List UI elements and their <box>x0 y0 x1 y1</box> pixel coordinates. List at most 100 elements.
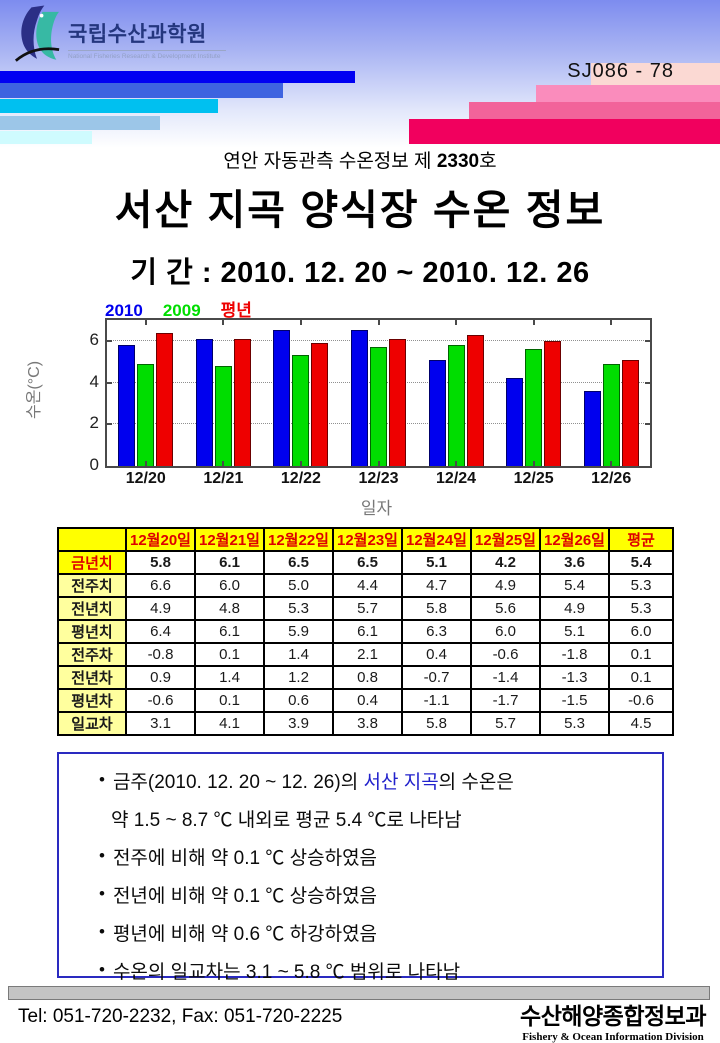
chart-bar-평년-12/20 <box>156 332 174 466</box>
table-cell: 6.3 <box>401 619 472 644</box>
table-cell: 5.6 <box>470 596 541 621</box>
table-cell: 6.5 <box>332 550 403 575</box>
left-tick-2 <box>107 423 112 426</box>
top-tick-12/21 <box>222 320 225 325</box>
x-tick-label-12/22: 12/22 <box>280 470 321 487</box>
row-label: 일교차 <box>57 711 127 736</box>
table-cell: 6.0 <box>608 619 674 644</box>
bottom-tick-12/22 <box>299 461 302 466</box>
chart-bar-2009-12/23 <box>370 347 387 466</box>
chart-bar-평년-12/23 <box>389 338 406 466</box>
deco-bar-left-1 <box>0 83 283 98</box>
summary-text: 금주(2010. 12. 20 ~ 12. 26)의 서산 지곡의 수온은 <box>112 771 514 793</box>
table-cell: 0.9 <box>125 665 196 690</box>
bullet-icon: • <box>99 960 105 979</box>
table-row: 전주차 -0.8 0.1 1.4 2.1 0.4 -0.6 -1.8 0.1 <box>57 642 674 667</box>
chart-bar-2009-12/21 <box>214 365 232 466</box>
chart-bar-평년-12/25 <box>544 340 562 466</box>
chart-bar-2010-12/20 <box>118 345 136 466</box>
table-row: 전년차 0.9 1.4 1.2 0.8 -0.7 -1.4 -1.3 0.1 <box>57 665 674 690</box>
table-cell: 0.1 <box>608 665 674 690</box>
summary-text: 평년에 비해 약 0.6 ℃ 하강하였음 <box>112 923 378 945</box>
table-cell: 5.8 <box>401 596 472 621</box>
summary-bullet-main-line2: 약 1.5 ~ 8.7 ℃ 내외로 평균 5.4 ℃로 나타남 <box>111 809 462 831</box>
chart-bar-2009-12/20 <box>137 363 155 466</box>
series-suffix: 호 <box>479 151 497 172</box>
table-cell: 1.4 <box>263 642 334 667</box>
chart-plot-area <box>105 318 652 468</box>
right-tick-6 <box>645 339 650 342</box>
x-tick-label-12/23: 12/23 <box>358 470 399 487</box>
table-row: 일교차 3.1 4.1 3.9 3.8 5.8 5.7 5.3 4.5 <box>57 711 674 736</box>
y-axis-label: 수온(°C) <box>26 360 43 420</box>
top-tick-12/23 <box>377 320 380 325</box>
temperature-data-table: 12월20일 12월21일 12월22일 12월23일 12월24일 12월25일 12월2… <box>57 527 674 736</box>
table-cell: 6.1 <box>194 619 265 644</box>
table-column-header: 12월22일 <box>263 527 334 552</box>
table-cell: 6.1 <box>194 550 265 575</box>
y-tick-label-2: 2 <box>89 413 99 433</box>
chart-bar-2010-12/22 <box>273 330 291 466</box>
left-tick-4 <box>107 381 112 384</box>
table-cell: 1.2 <box>263 665 334 690</box>
table-cell: 3.9 <box>263 711 334 736</box>
table-column-header: 12월20일 <box>125 527 196 552</box>
table-row: 평년치 6.4 6.1 5.9 6.1 6.3 6.0 5.1 6.0 <box>57 619 674 644</box>
bottom-tick-12/26 <box>610 461 613 466</box>
chart-bar-2009-12/24 <box>447 345 465 466</box>
chart-gridline-6 <box>107 339 650 341</box>
bullet-icon: • <box>99 846 105 865</box>
row-label: 평년치 <box>57 619 127 644</box>
bottom-tick-12/24 <box>455 461 458 466</box>
deco-bar-left-0 <box>0 71 355 83</box>
table-cell: 5.3 <box>263 596 334 621</box>
period-line: 기 간 : 2010. 12. 20 ~ 2010. 12. 26 <box>130 257 590 289</box>
chart-bar-2010-12/26 <box>583 390 601 466</box>
summary-text: 전년에 비해 약 0.1 ℃ 상승하였음 <box>112 885 378 907</box>
table-cell: 0.4 <box>332 688 403 713</box>
row-label: 전주치 <box>57 573 127 598</box>
chart-bar-2010-12/25 <box>506 378 524 466</box>
division-name-korean: 수산해양종합정보과 <box>520 1003 706 1029</box>
institute-name: 국립수산과학원 <box>68 23 207 46</box>
bottom-tick-12/21 <box>222 461 225 466</box>
header-band: 국립수산과학원 National Fisheries Research & De… <box>0 0 720 148</box>
chart-legend: 2010 2009 평년 <box>105 296 272 321</box>
table-cell: -0.8 <box>125 642 196 667</box>
row-label: 평년차 <box>57 688 127 713</box>
table-cell: 4.7 <box>401 573 472 598</box>
bullet-icon: • <box>99 770 105 789</box>
y-tick-label-4: 4 <box>89 371 99 391</box>
table-cell: 6.6 <box>125 573 196 598</box>
bulletin-series-line: 연안 자동관측 수온정보 제 2330호 <box>0 146 720 173</box>
bottom-tick-12/25 <box>532 461 535 466</box>
table-column-header: 12월25일 <box>470 527 541 552</box>
table-column-header: 평균 <box>608 527 674 552</box>
summary-bullet-4: • 평년에 비해 약 0.6 ℃ 하강하였음 <box>59 913 662 951</box>
deco-bar-right-1 <box>536 85 720 102</box>
document-code: SJ086 - 78 <box>567 60 674 82</box>
division-signature: 수산해양종합정보과 Fishery & Ocean Information Di… <box>520 997 706 1043</box>
contact-info: Tel: 051-720-2232, Fax: 051-720-2225 <box>18 1006 343 1027</box>
table-cell: 5.8 <box>125 550 196 575</box>
table-cell: 0.1 <box>608 642 674 667</box>
row-label: 전년치 <box>57 596 127 621</box>
table-cell: 5.1 <box>539 619 610 644</box>
table-cell: 6.5 <box>263 550 334 575</box>
deco-bar-right-3 <box>409 119 720 144</box>
page-title: 서산 지곡 양식장 수온 정보 <box>114 187 606 233</box>
chart-bar-평년-12/22 <box>311 342 329 466</box>
table-cell: -1.3 <box>539 665 610 690</box>
institute-name-english: National Fisheries Research & Developmen… <box>68 50 226 60</box>
right-tick-2 <box>645 423 650 426</box>
table-cell: -1.4 <box>470 665 541 690</box>
top-tick-12/20 <box>144 320 147 325</box>
table-cell: -0.7 <box>401 665 472 690</box>
table-row: 전주치 6.6 6.0 5.0 4.4 4.7 4.9 5.4 5.3 <box>57 573 674 598</box>
table-cell: 0.6 <box>263 688 334 713</box>
x-tick-label-12/20: 12/20 <box>125 470 166 487</box>
table-cell: 5.7 <box>332 596 403 621</box>
legend-item-평년: 평년 <box>220 301 252 320</box>
deco-bar-right-2 <box>469 102 720 119</box>
